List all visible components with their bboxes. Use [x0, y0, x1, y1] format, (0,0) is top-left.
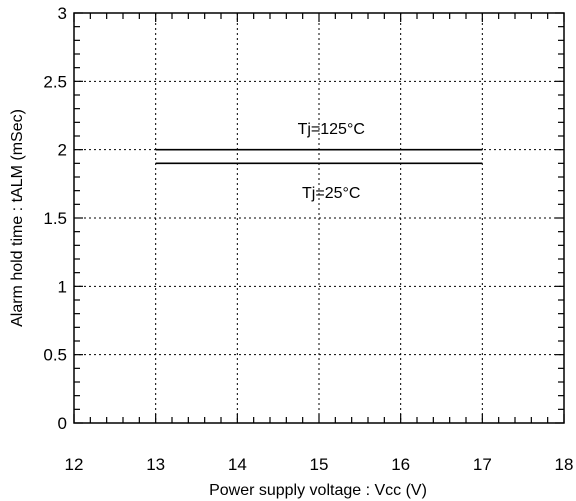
- y-tick-label: 1.5: [43, 209, 67, 228]
- plot-frame: [73, 12, 565, 424]
- y-tick-labels: 0 0.5 1 1.5 2 2.5 3: [43, 4, 67, 433]
- x-axis-title: Power supply voltage : Vcc (V): [209, 482, 427, 499]
- y-tick-label: 2: [58, 141, 67, 160]
- y-tick-label: 3: [58, 4, 67, 23]
- series-annotation: Tj=125°C: [298, 121, 365, 138]
- annotations: Tj=125°C Tj=25°C: [298, 121, 365, 202]
- x-tick-label: 17: [473, 455, 492, 474]
- series-layer: [155, 148, 483, 165]
- grid: [74, 13, 564, 423]
- x-tick-labels: 12 13 14 15 16 17 18: [65, 455, 574, 474]
- y-tick-label: 0.5: [43, 346, 67, 365]
- x-tick-label: 18: [555, 455, 574, 474]
- x-tick-label: 16: [391, 455, 410, 474]
- y-axis-title: Alarm hold time : tALM (mSec): [9, 109, 26, 327]
- y-tick-label: 0: [58, 414, 67, 433]
- minor-ticks: [73, 12, 565, 424]
- y-tick-label: 2.5: [43, 72, 67, 91]
- x-tick-label: 15: [310, 455, 329, 474]
- x-tick-label: 13: [146, 455, 165, 474]
- x-tick-label: 14: [228, 455, 247, 474]
- x-tick-label: 12: [65, 455, 84, 474]
- series-annotation: Tj=25°C: [302, 185, 360, 202]
- y-tick-label: 1: [58, 277, 67, 296]
